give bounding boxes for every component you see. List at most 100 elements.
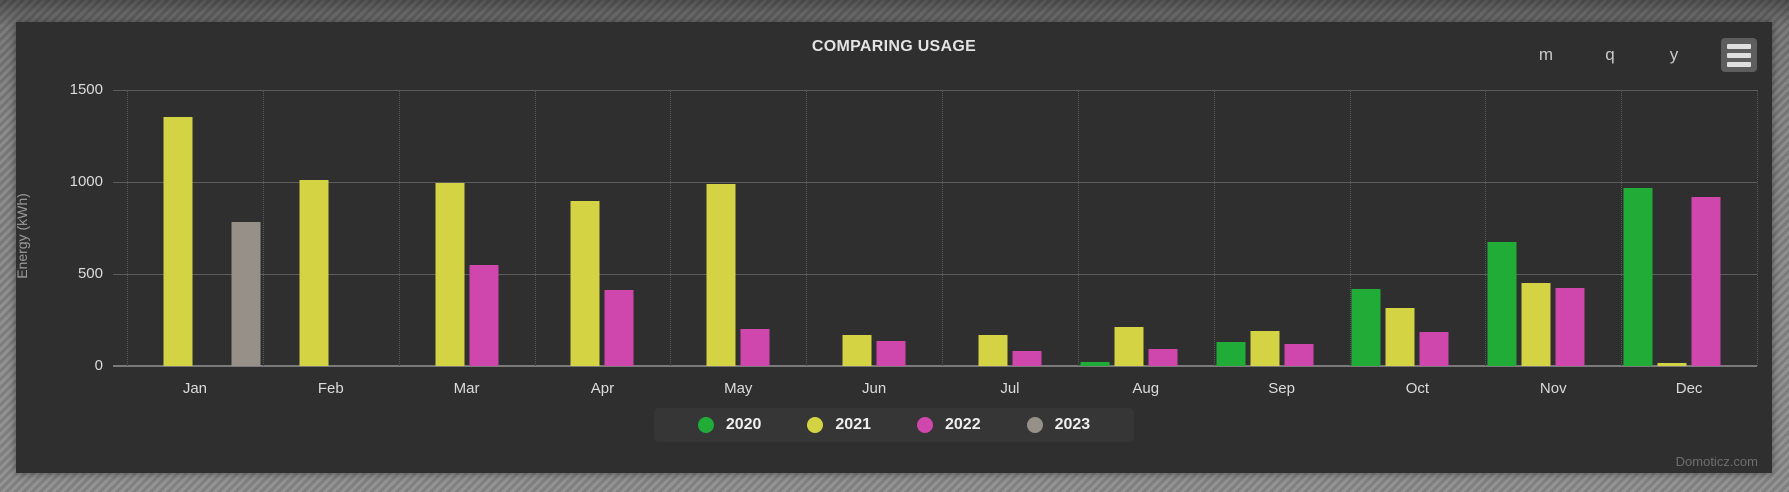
bar-slot-2020-jan: [127, 90, 161, 366]
legend: 2020 2021 2022 2023: [654, 408, 1134, 442]
bar-2021-nov[interactable]: [1521, 283, 1551, 366]
bar-slot-2023-jan: [229, 90, 263, 366]
bar-slot-2023-mar: [501, 90, 535, 366]
bar-slot-2022-apr: [602, 90, 636, 366]
bar-group-mar: [399, 90, 535, 366]
x-tick-label-aug: Aug: [1132, 380, 1160, 397]
bar-2020-dec[interactable]: [1623, 188, 1653, 366]
bar-slot-2021-jun: [840, 90, 874, 366]
bar-2022-sep[interactable]: [1284, 343, 1313, 366]
gridline-1000: [113, 181, 1757, 183]
y-tick-label-1500: 1500: [69, 81, 103, 98]
bar-slot-2020-sep: [1214, 90, 1248, 366]
bar-slot-2020-dec: [1621, 90, 1655, 366]
bar-2021-feb[interactable]: [299, 180, 329, 366]
bar-2020-nov[interactable]: [1487, 241, 1517, 366]
x-tick-label-sep: Sep: [1268, 380, 1295, 397]
category-divider-11: [1621, 90, 1623, 366]
bar-group-dec: [1621, 90, 1757, 366]
bar-2021-aug[interactable]: [1114, 327, 1144, 366]
legend-item-2020[interactable]: 2020: [697, 416, 762, 434]
bar-2021-mar[interactable]: [435, 182, 465, 366]
category-divider-6: [942, 90, 943, 366]
x-tick-label-oct: Oct: [1405, 380, 1430, 397]
bar-2021-jan[interactable]: [163, 116, 193, 366]
bar-2021-may[interactable]: [706, 183, 736, 366]
bar-slot-2021-oct: [1383, 90, 1417, 366]
bar-2023-jan[interactable]: [231, 221, 261, 366]
range-button-month[interactable]: m: [1531, 41, 1561, 69]
bar-group-jul: [942, 90, 1078, 366]
category-divider-12: [1757, 90, 1758, 366]
bar-2020-aug[interactable]: [1080, 362, 1110, 366]
bar-group-aug: [1078, 90, 1214, 366]
x-tick-label-nov: Nov: [1539, 380, 1567, 397]
bar-slot-2023-nov: [1587, 90, 1621, 366]
bar-slot-2021-feb: [297, 90, 331, 366]
bar-slot-2022-nov: [1553, 90, 1587, 366]
bar-group-feb: [263, 90, 399, 366]
bar-slot-2022-jun: [874, 90, 908, 366]
bar-group-apr: [534, 90, 670, 366]
bar-slot-2022-sep: [1282, 90, 1316, 366]
category-divider-9: [1349, 90, 1351, 366]
y-tick-label-1000: 1000: [69, 173, 103, 190]
legend-item-2021[interactable]: 2021: [807, 416, 871, 434]
legend-swatch-icon-2021: [807, 417, 824, 433]
range-button-quarter[interactable]: q: [1595, 41, 1625, 69]
bar-slot-2022-dec: [1689, 90, 1723, 366]
bar-2020-oct[interactable]: [1351, 288, 1381, 366]
chart-menu-button[interactable]: [1721, 38, 1757, 72]
bar-slot-2021-mar: [433, 90, 467, 366]
bar-group-oct: [1349, 90, 1485, 366]
bar-2022-apr[interactable]: [604, 289, 634, 366]
bar-slot-2022-aug: [1146, 90, 1180, 366]
bar-slot-2021-jan: [161, 90, 195, 366]
legend-wrap: 2020 2021 2022 2023: [16, 408, 1772, 442]
category-divider-4: [670, 90, 672, 366]
legend-label-2022: 2022: [945, 416, 981, 433]
bar-slot-2020-apr: [534, 90, 568, 366]
legend-swatch-icon-2023: [1026, 417, 1043, 433]
x-tick-label-mar: Mar: [453, 380, 480, 397]
watermark: Domoticz.com: [1675, 454, 1758, 469]
bar-2022-dec[interactable]: [1691, 196, 1721, 366]
hamburger-icon: [1727, 61, 1751, 67]
range-button-year[interactable]: y: [1659, 41, 1689, 69]
bar-slot-2023-aug: [1180, 90, 1214, 366]
bar-groups: [127, 90, 1757, 366]
bar-2022-aug[interactable]: [1148, 349, 1178, 366]
legend-item-2023[interactable]: 2023: [1026, 416, 1091, 434]
bar-2020-sep[interactable]: [1216, 342, 1246, 366]
bar-2021-apr[interactable]: [570, 201, 600, 366]
bar-2022-may[interactable]: [740, 329, 770, 366]
hamburger-icon: [1727, 52, 1751, 58]
x-tick-label-feb: Feb: [317, 380, 344, 397]
legend-label-2020: 2020: [725, 416, 762, 433]
legend-item-2022[interactable]: 2022: [917, 416, 981, 434]
bar-2022-mar[interactable]: [469, 264, 499, 366]
bar-2021-sep[interactable]: [1250, 331, 1280, 366]
y-axis-labels: 0 500 1000 1500: [16, 81, 103, 374]
bar-2021-dec[interactable]: [1657, 363, 1687, 366]
bar-group-sep: [1214, 90, 1350, 366]
bar-2021-jun[interactable]: [842, 334, 872, 366]
legend-label-2023: 2023: [1054, 416, 1091, 433]
bar-group-may: [670, 90, 806, 366]
category-divider-2: [398, 90, 400, 366]
bar-2021-jul[interactable]: [978, 334, 1008, 366]
bar-slot-2021-jul: [976, 90, 1010, 366]
category-divider-7: [1077, 90, 1079, 366]
bar-2021-oct[interactable]: [1385, 308, 1415, 366]
bar-2022-nov[interactable]: [1555, 287, 1585, 366]
category-divider-8: [1213, 90, 1215, 366]
legend-swatch-icon-2020: [697, 417, 714, 433]
bar-2022-jun[interactable]: [876, 341, 906, 366]
bar-slot-2022-may: [738, 90, 772, 366]
bar-slot-2021-dec: [1655, 90, 1689, 366]
legend-label-2021: 2021: [835, 416, 871, 433]
bar-2022-oct[interactable]: [1419, 331, 1449, 366]
x-tick-label-jun: Jun: [861, 380, 887, 397]
bar-2022-jul[interactable]: [1012, 351, 1042, 366]
